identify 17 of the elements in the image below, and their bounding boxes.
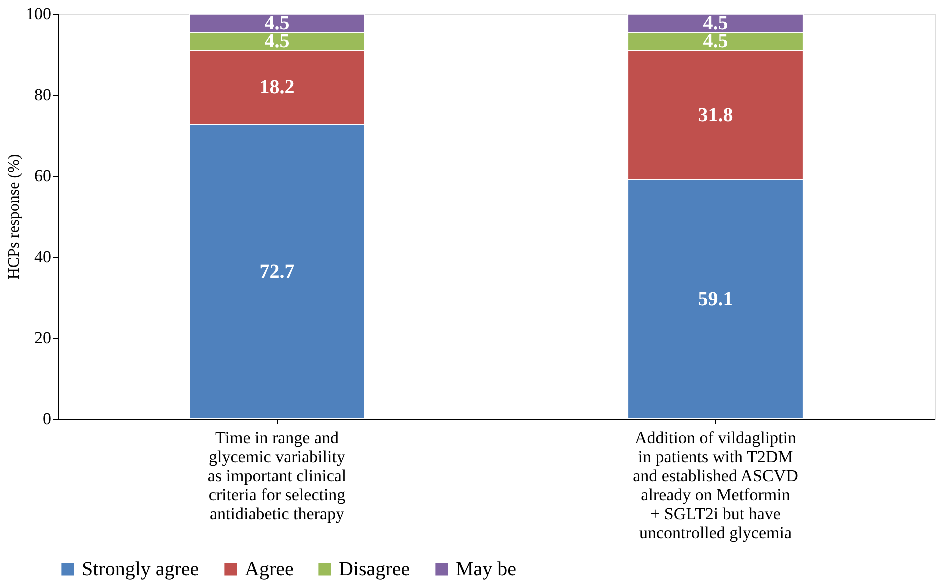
x-tick-label: Addition of vildagliptin in patients with T2DM and established ASCVD already on Metformin + SGLT2i but have uncontrolled glycemia <box>633 428 798 542</box>
y-tick-label: 40 <box>34 248 52 266</box>
y-tick-label: 0 <box>43 410 52 428</box>
legend-label: Strongly agree <box>82 558 200 580</box>
data-label: 31.8 <box>698 104 734 126</box>
y-tick-label: 100 <box>26 4 52 24</box>
legend-label: Agree <box>245 558 294 580</box>
y-tick-label: 60 <box>34 166 52 186</box>
y-tick-label: 20 <box>34 328 52 348</box>
data-label: 59.1 <box>698 288 734 310</box>
y-axis-title: HCPs response (%) <box>6 154 23 280</box>
x-tick-label: Time in range and glycemic variability as important clinical criteria for selecting antidiabetic therapy <box>208 428 347 524</box>
data-label: 72.7 <box>260 260 295 283</box>
legend-label: Disagree <box>339 558 410 580</box>
y-tick-label: 80 <box>34 86 52 104</box>
data-label: 18.2 <box>260 76 295 99</box>
legend-label: May be <box>456 558 517 580</box>
